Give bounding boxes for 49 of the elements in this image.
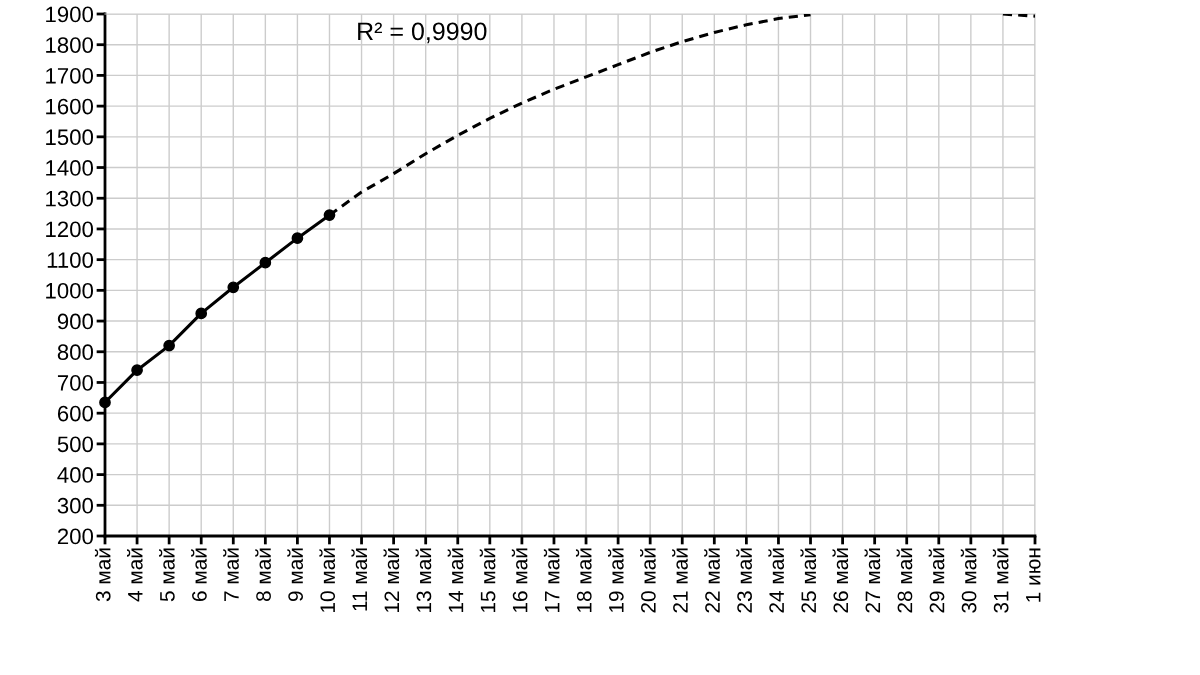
- x-tick-label: 20 май: [640, 548, 656, 613]
- x-tick-label: 1 июн: [1026, 548, 1041, 602]
- x-tick-label: 7 май: [223, 548, 239, 601]
- x-tick-label: 4 май: [126, 548, 143, 602]
- x-tick-label: 16 май: [511, 548, 528, 613]
- y-tick-label: 1700: [46, 67, 94, 84]
- y-tick-label: 300: [57, 497, 94, 514]
- y-tick-label: 600: [57, 405, 94, 422]
- x-tick-label: 3 май: [94, 548, 111, 602]
- x-tick-label: 6 май: [191, 548, 207, 601]
- y-tick-label: 1200: [46, 221, 94, 238]
- y-tick-label: 900: [57, 313, 94, 330]
- x-tick-label: 15 май: [479, 548, 496, 613]
- y-tick-label: 800: [57, 344, 94, 361]
- y-tick-label: 1100: [47, 252, 94, 268]
- x-tick-label: 25 май: [800, 548, 817, 613]
- y-tick-label: 1000: [46, 282, 94, 299]
- x-tick-label: 9 май: [287, 548, 304, 602]
- y-tick-label: 1900: [46, 6, 94, 23]
- y-tick-label: 1300: [46, 190, 94, 207]
- x-tick-label: 8 май: [255, 548, 271, 602]
- x-tick-label: 21 май: [672, 548, 688, 613]
- x-tick-label: 22 май: [704, 548, 720, 613]
- x-tick-label: 10 май: [319, 548, 336, 613]
- x-tick-label: 27 май: [864, 548, 881, 613]
- x-tick-label: 31 май: [992, 548, 1009, 613]
- x-tick-label: 12 май: [383, 548, 400, 613]
- y-tick-label: 1800: [46, 37, 94, 53]
- x-tick-label: 24 май: [768, 548, 785, 613]
- x-tick-label: 28 май: [896, 548, 913, 613]
- x-tick-label: 17 май: [543, 548, 560, 613]
- x-tick-label: 23 май: [736, 548, 752, 613]
- x-tick-label: 26 май: [832, 548, 849, 613]
- y-tick-label: 1600: [46, 98, 94, 115]
- y-tick-label: 400: [57, 467, 94, 483]
- x-tick-label: 19 май: [608, 548, 624, 613]
- y-tick-label: 1400: [46, 160, 94, 176]
- y-tick-label: 1500: [46, 129, 94, 146]
- x-tick-label: 14 май: [447, 548, 464, 613]
- x-tick-label: 18 май: [575, 548, 592, 613]
- x-tick-label: 29 май: [928, 548, 945, 613]
- y-tick-label: 700: [57, 375, 94, 391]
- x-tick-label: 11 май: [351, 548, 368, 611]
- x-tick-label: 30 май: [960, 548, 977, 613]
- x-tick-label: 13 май: [415, 548, 432, 613]
- y-tick-label: 500: [57, 436, 94, 453]
- annotation: R² = 0,9990: [358, 22, 487, 44]
- y-tick-label: 200: [57, 528, 94, 545]
- x-tick-label: 5 май: [159, 548, 175, 602]
